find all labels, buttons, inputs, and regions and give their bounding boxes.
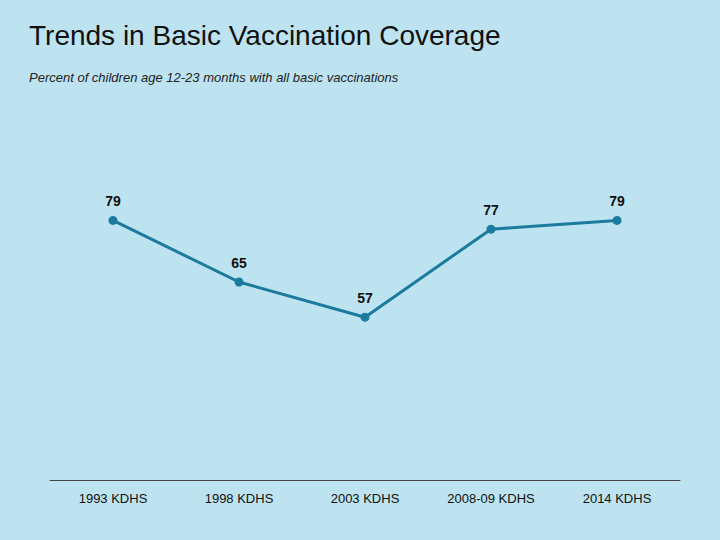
svg-text:57: 57 xyxy=(357,290,373,306)
svg-text:Trends in Basic Vaccination Co: Trends in Basic Vaccination Coverage xyxy=(29,20,501,51)
svg-text:2014 KDHS: 2014 KDHS xyxy=(583,491,652,506)
svg-text:1998 KDHS: 1998 KDHS xyxy=(205,491,274,506)
svg-text:79: 79 xyxy=(609,193,625,209)
svg-text:77: 77 xyxy=(483,202,499,218)
svg-text:2008-09 KDHS: 2008-09 KDHS xyxy=(447,491,535,506)
svg-text:79: 79 xyxy=(105,193,121,209)
svg-text:Percent of children age 12-23: Percent of children age 12-23 months wit… xyxy=(29,70,399,85)
svg-text:1993 KDHS: 1993 KDHS xyxy=(79,491,148,506)
svg-text:2003 KDHS: 2003 KDHS xyxy=(331,491,400,506)
svg-text:65: 65 xyxy=(231,255,247,271)
